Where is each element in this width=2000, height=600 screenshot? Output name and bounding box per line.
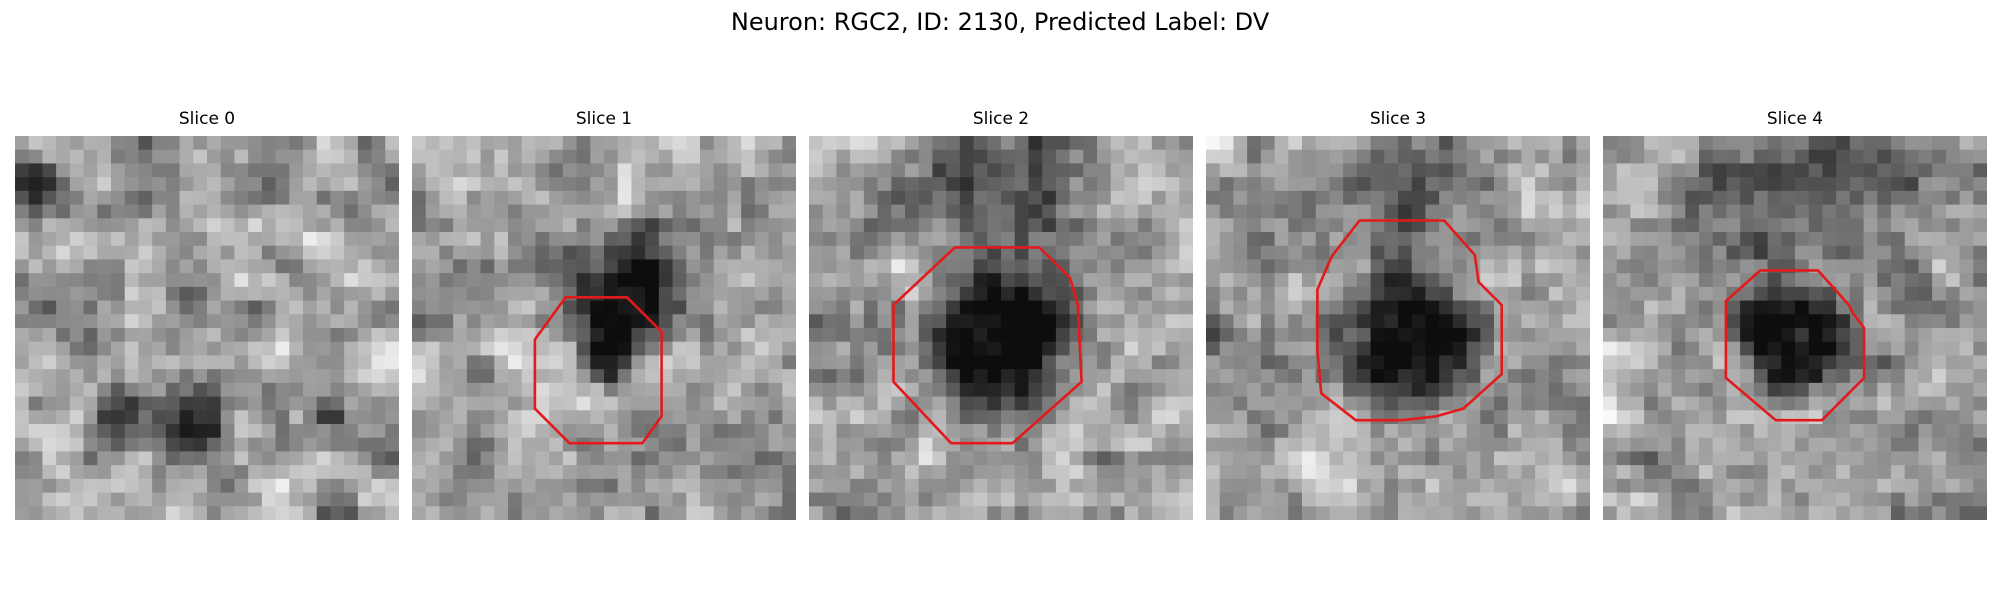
- slice-title-3: Slice 3: [1369, 109, 1427, 129]
- figure-title: Neuron: RGC2, ID: 2130, Predicted Label:…: [730, 8, 1270, 36]
- slice-panel-4: Slice 4: [1603, 108, 1987, 520]
- slice-title-4: Slice 4: [1766, 109, 1824, 129]
- slice-panel-2: Slice 2: [809, 108, 1193, 520]
- slice-image-0: [15, 136, 399, 520]
- slice-panel-3: Slice 3: [1206, 108, 1590, 520]
- slice-image-3: [1206, 136, 1590, 520]
- slice-image-1: [412, 136, 796, 520]
- slice-title-0: Slice 0: [178, 109, 236, 129]
- cell-contour-3: [1316, 219, 1504, 422]
- cell-contour-1: [533, 296, 663, 445]
- slice-image-4: [1603, 136, 1987, 520]
- slice-panel-1: Slice 1: [412, 108, 796, 520]
- cell-contour-2: [892, 246, 1083, 445]
- cell-contour-4: [1724, 269, 1866, 422]
- slice-title-1: Slice 1: [575, 109, 633, 129]
- slice-panel-0: Slice 0: [15, 108, 399, 520]
- slice-title-2: Slice 2: [972, 109, 1030, 129]
- slice-image-2: [809, 136, 1193, 520]
